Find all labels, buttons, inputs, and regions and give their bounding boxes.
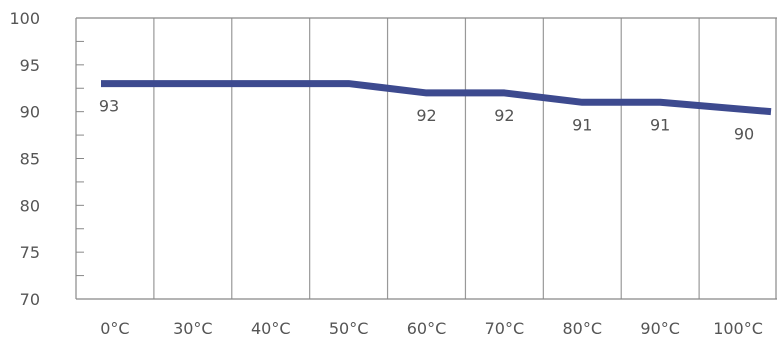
data-label: 92	[494, 106, 514, 125]
axis-layer: 70 75 80 85 90 95 100 0°C 30°C 40°C 50°C 60°C 70°C 80…	[9, 9, 777, 338]
y-tick-label: 90	[20, 103, 40, 122]
x-tick-label: 60°C	[407, 319, 447, 338]
y-tick-label: 95	[20, 56, 40, 75]
y-tick-label: 80	[20, 196, 40, 215]
x-tick-label: 100°C	[713, 319, 763, 338]
x-tick-label: 80°C	[563, 319, 603, 338]
x-tick-label: 70°C	[485, 319, 525, 338]
series-layer	[101, 80, 772, 116]
y-tick-label: 85	[20, 150, 40, 169]
y-tick-label: 75	[20, 243, 40, 262]
series-line	[101, 80, 772, 116]
label-layer: 93 92 92 91 91 90	[99, 97, 754, 144]
x-tick-label: 0°C	[100, 319, 129, 338]
x-tick-label: 90°C	[640, 319, 680, 338]
x-tick-label: 50°C	[329, 319, 369, 338]
x-tick-label: 40°C	[251, 319, 291, 338]
x-tick-label: 30°C	[173, 319, 213, 338]
data-label: 91	[650, 115, 670, 134]
grid-layer	[153, 18, 700, 299]
data-label: 90	[734, 125, 754, 144]
data-label: 91	[572, 115, 592, 134]
data-label: 93	[99, 97, 119, 116]
data-label: 92	[416, 106, 436, 125]
y-tick-label: 100	[9, 9, 40, 28]
y-tick-label: 70	[20, 290, 40, 309]
